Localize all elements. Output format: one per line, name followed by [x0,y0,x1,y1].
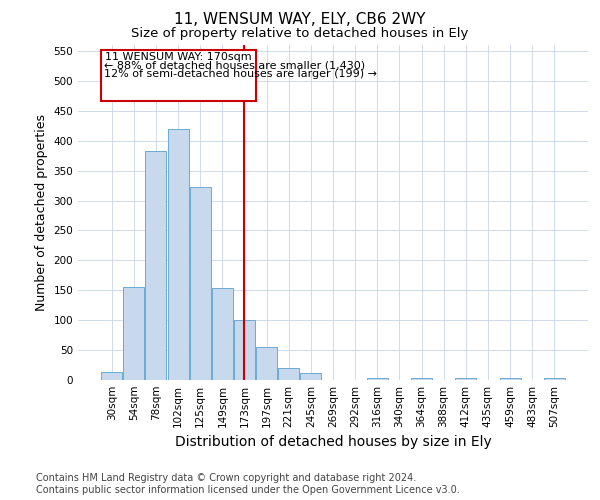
Bar [500,378,521,380]
Text: Contains HM Land Registry data © Crown copyright and database right 2024.
Contai: Contains HM Land Registry data © Crown c… [36,474,460,495]
Text: ← 88% of detached houses are smaller (1,430): ← 88% of detached houses are smaller (1,… [104,60,365,70]
Bar [167,128,188,380]
Text: 12% of semi-detached houses are larger (199) →: 12% of semi-detached houses are larger (… [104,69,377,79]
Bar [544,378,565,380]
Bar [124,288,145,380]
Bar [411,378,432,380]
Text: 11 WENSUM WAY: 170sqm: 11 WENSUM WAY: 170sqm [105,52,251,62]
Bar [190,188,211,380]
Y-axis label: Number of detached properties: Number of detached properties [35,114,48,311]
Bar [234,320,255,380]
Bar [455,378,476,380]
X-axis label: Distribution of detached houses by size in Ely: Distribution of detached houses by size … [175,436,491,450]
Bar [367,378,388,380]
Text: 11, WENSUM WAY, ELY, CB6 2WY: 11, WENSUM WAY, ELY, CB6 2WY [174,12,426,28]
Bar [212,288,233,380]
Bar [301,374,322,380]
Bar [256,347,277,380]
Text: Size of property relative to detached houses in Ely: Size of property relative to detached ho… [131,28,469,40]
Bar [278,368,299,380]
Bar [145,151,166,380]
Bar [101,372,122,380]
FancyBboxPatch shape [101,50,256,101]
